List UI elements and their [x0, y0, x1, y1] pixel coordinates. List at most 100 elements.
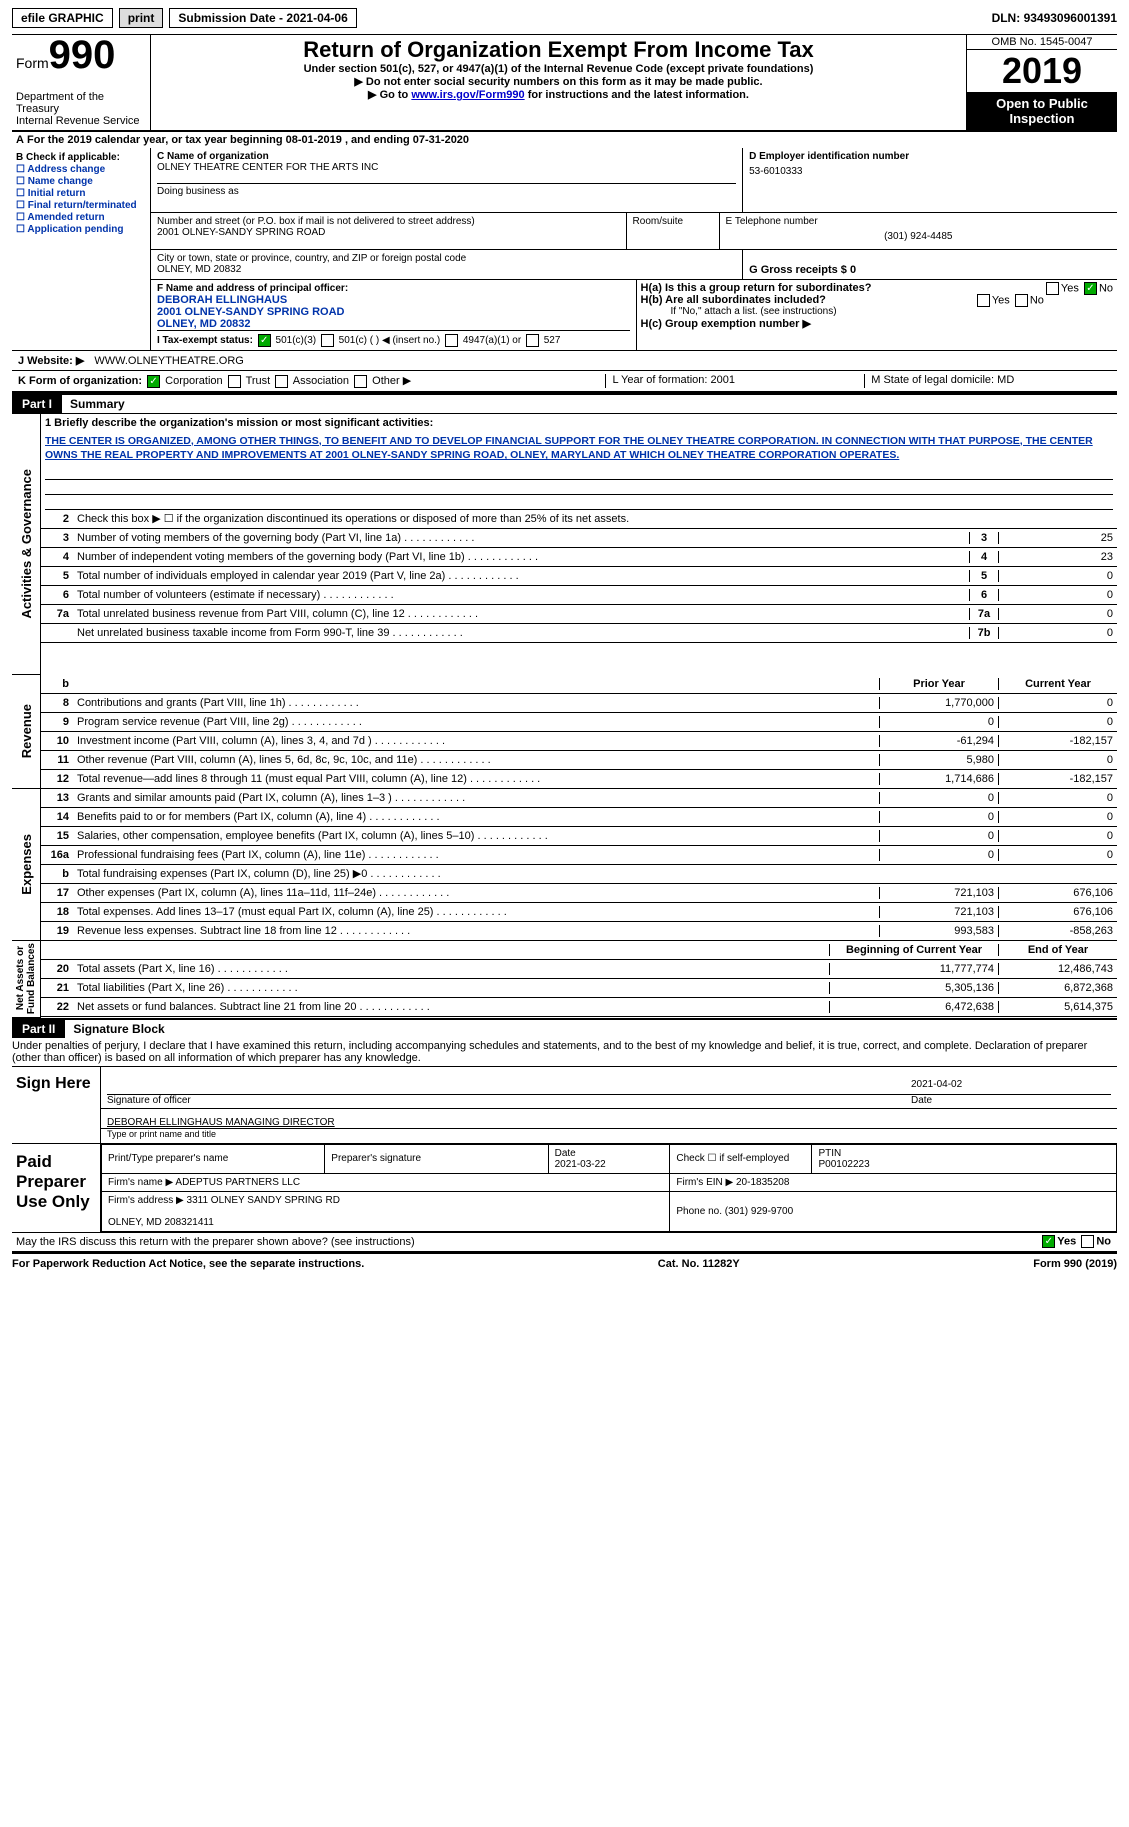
- cb-initial-return[interactable]: ☐ Initial return: [16, 188, 146, 199]
- table-row: 22Net assets or fund balances. Subtract …: [41, 998, 1117, 1017]
- dln: DLN: 93493096001391: [992, 11, 1117, 25]
- table-row: bTotal fundraising expenses (Part IX, co…: [41, 865, 1117, 884]
- line-K: K Form of organization: ✓ Corporation Tr…: [12, 371, 1117, 393]
- vert-netassets: Net Assets or Fund Balances: [15, 943, 37, 1014]
- tax-year: 2019: [967, 50, 1117, 92]
- line-J: J Website: ▶ WWW.OLNEYTHEATRE.ORG: [12, 351, 1117, 371]
- label-f-officer: F Name and address of principal officer:: [157, 283, 348, 294]
- table-row: 14Benefits paid to or for members (Part …: [41, 808, 1117, 827]
- cb-discuss-no[interactable]: [1081, 1235, 1094, 1248]
- paid-preparer-label: Paid Preparer Use Only: [12, 1144, 101, 1232]
- cb-4947[interactable]: [445, 334, 458, 347]
- vert-governance: Activities & Governance: [19, 469, 34, 619]
- ein-value: 53-6010333: [749, 162, 1111, 181]
- H-b: H(b) Are all subordinates included? Yes …: [641, 294, 1114, 306]
- firm-phone: (301) 929-9700: [725, 1206, 793, 1217]
- form-title: Return of Organization Exempt From Incom…: [159, 37, 958, 63]
- firm-name: ADEPTUS PARTNERS LLC: [175, 1177, 300, 1188]
- cb-hb-yes[interactable]: [977, 294, 990, 307]
- line-A: A For the 2019 calendar year, or tax yea…: [12, 131, 1117, 148]
- subtitle-1: Under section 501(c), 527, or 4947(a)(1)…: [159, 63, 958, 75]
- table-row: 12Total revenue—add lines 8 through 11 (…: [41, 770, 1117, 789]
- firm-ein: 20-1835208: [736, 1177, 789, 1188]
- cb-corporation[interactable]: ✓: [147, 375, 160, 388]
- omb-number: OMB No. 1545-0047: [967, 35, 1117, 50]
- col-prior-year: Prior Year: [879, 678, 998, 690]
- mission-statement: THE CENTER IS ORGANIZED, AMONG OTHER THI…: [41, 432, 1117, 465]
- state-domicile: M State of legal domicile: MD: [864, 374, 1111, 388]
- cb-501c[interactable]: [321, 334, 334, 347]
- table-row: 16aProfessional fundraising fees (Part I…: [41, 846, 1117, 865]
- prep-self-employed: Check ☐ if self-employed: [670, 1144, 812, 1173]
- label-phone: E Telephone number: [726, 216, 1111, 227]
- print-button[interactable]: print: [119, 8, 164, 28]
- cb-association[interactable]: [275, 375, 288, 388]
- cb-other[interactable]: [354, 375, 367, 388]
- cb-trust[interactable]: [228, 375, 241, 388]
- col-beginning: Beginning of Current Year: [829, 944, 998, 956]
- H-b-note: If "No," attach a list. (see instruction…: [641, 306, 1114, 317]
- section-I: I Tax-exempt status: ✓ 501(c)(3) 501(c) …: [157, 330, 630, 347]
- label-c-name: C Name of organization: [157, 151, 269, 162]
- H-a: H(a) Is this a group return for subordin…: [641, 282, 1114, 294]
- year-of-formation: L Year of formation: 2001: [605, 374, 852, 388]
- table-row: 7aTotal unrelated business revenue from …: [41, 605, 1117, 624]
- department: Department of the Treasury Internal Reve…: [16, 91, 146, 127]
- cb-501c3[interactable]: ✓: [258, 334, 271, 347]
- cb-discuss-yes[interactable]: ✓: [1042, 1235, 1055, 1248]
- irs-link[interactable]: www.irs.gov/Form990: [411, 89, 524, 101]
- table-row: 3Number of voting members of the governi…: [41, 529, 1117, 548]
- officer-name: DEBORAH ELLINGHAUS: [157, 294, 630, 306]
- line1-label: 1 Briefly describe the organization's mi…: [45, 417, 433, 429]
- table-row: 11Other revenue (Part VIII, column (A), …: [41, 751, 1117, 770]
- prep-name-label: Print/Type preparer's name: [102, 1144, 325, 1173]
- street-address: 2001 OLNEY-SANDY SPRING ROAD: [157, 227, 620, 238]
- cb-final-return[interactable]: ☐ Final return/terminated: [16, 200, 146, 211]
- label-address: Number and street (or P.O. box if mail i…: [157, 216, 620, 227]
- table-row: 18Total expenses. Add lines 13–17 (must …: [41, 903, 1117, 922]
- cb-527[interactable]: [526, 334, 539, 347]
- prep-date: 2021-03-22: [555, 1159, 606, 1170]
- cb-ha-yes[interactable]: [1046, 282, 1059, 295]
- form-header: Form990 Department of the Treasury Inter…: [12, 34, 1117, 131]
- label-dba: Doing business as: [157, 183, 736, 197]
- cb-application-pending[interactable]: ☐ Application pending: [16, 224, 146, 235]
- gross-receipts: G Gross receipts $ 0: [749, 264, 856, 276]
- subtitle-3: ▶ Go to www.irs.gov/Form990 for instruct…: [159, 88, 958, 101]
- sign-date: 2021-04-02: [911, 1079, 1111, 1090]
- table-row: 13Grants and similar amounts paid (Part …: [41, 789, 1117, 808]
- cb-name-change[interactable]: ☐ Name change: [16, 176, 146, 187]
- submission-date: Submission Date - 2021-04-06: [169, 8, 356, 28]
- H-c: H(c) Group exemption number ▶: [641, 317, 1114, 330]
- cb-hb-no[interactable]: [1015, 294, 1028, 307]
- table-row: 4Number of independent voting members of…: [41, 548, 1117, 567]
- label-city: City or town, state or province, country…: [157, 253, 736, 264]
- table-row: 10Investment income (Part VIII, column (…: [41, 732, 1117, 751]
- col-current-year: Current Year: [998, 678, 1117, 690]
- cb-ha-no[interactable]: ✓: [1084, 282, 1097, 295]
- ptin: P00102223: [818, 1159, 869, 1170]
- sig-date-label: Date: [911, 1094, 1111, 1106]
- efile-label: efile GRAPHIC: [12, 8, 113, 28]
- page-footer: For Paperwork Reduction Act Notice, see …: [12, 1253, 1117, 1274]
- table-row: 6Total number of volunteers (estimate if…: [41, 586, 1117, 605]
- open-to-public: Open to Public Inspection: [967, 92, 1117, 130]
- city-value: OLNEY, MD 20832: [157, 264, 736, 275]
- section-B: B Check if applicable: ☐ Address change …: [12, 148, 151, 350]
- cb-address-change[interactable]: ☐ Address change: [16, 164, 146, 175]
- vert-expenses: Expenses: [19, 834, 34, 895]
- topbar: efile GRAPHIC print Submission Date - 20…: [12, 8, 1117, 28]
- table-row: 15Salaries, other compensation, employee…: [41, 827, 1117, 846]
- cb-amended-return[interactable]: ☐ Amended return: [16, 212, 146, 223]
- form-number: 990: [49, 33, 116, 77]
- col-end: End of Year: [998, 944, 1117, 956]
- website-value[interactable]: WWW.OLNEYTHEATRE.ORG: [94, 355, 244, 367]
- table-row: 20Total assets (Part X, line 16) 11,777,…: [41, 960, 1117, 979]
- table-row: 9Program service revenue (Part VIII, lin…: [41, 713, 1117, 732]
- vert-revenue: Revenue: [19, 704, 34, 758]
- label-room: Room/suite: [633, 216, 713, 227]
- declaration: Under penalties of perjury, I declare th…: [12, 1038, 1117, 1067]
- prep-sig-label: Preparer's signature: [325, 1144, 548, 1173]
- part1-header: Part ISummary: [12, 393, 1117, 414]
- table-row: 19Revenue less expenses. Subtract line 1…: [41, 922, 1117, 941]
